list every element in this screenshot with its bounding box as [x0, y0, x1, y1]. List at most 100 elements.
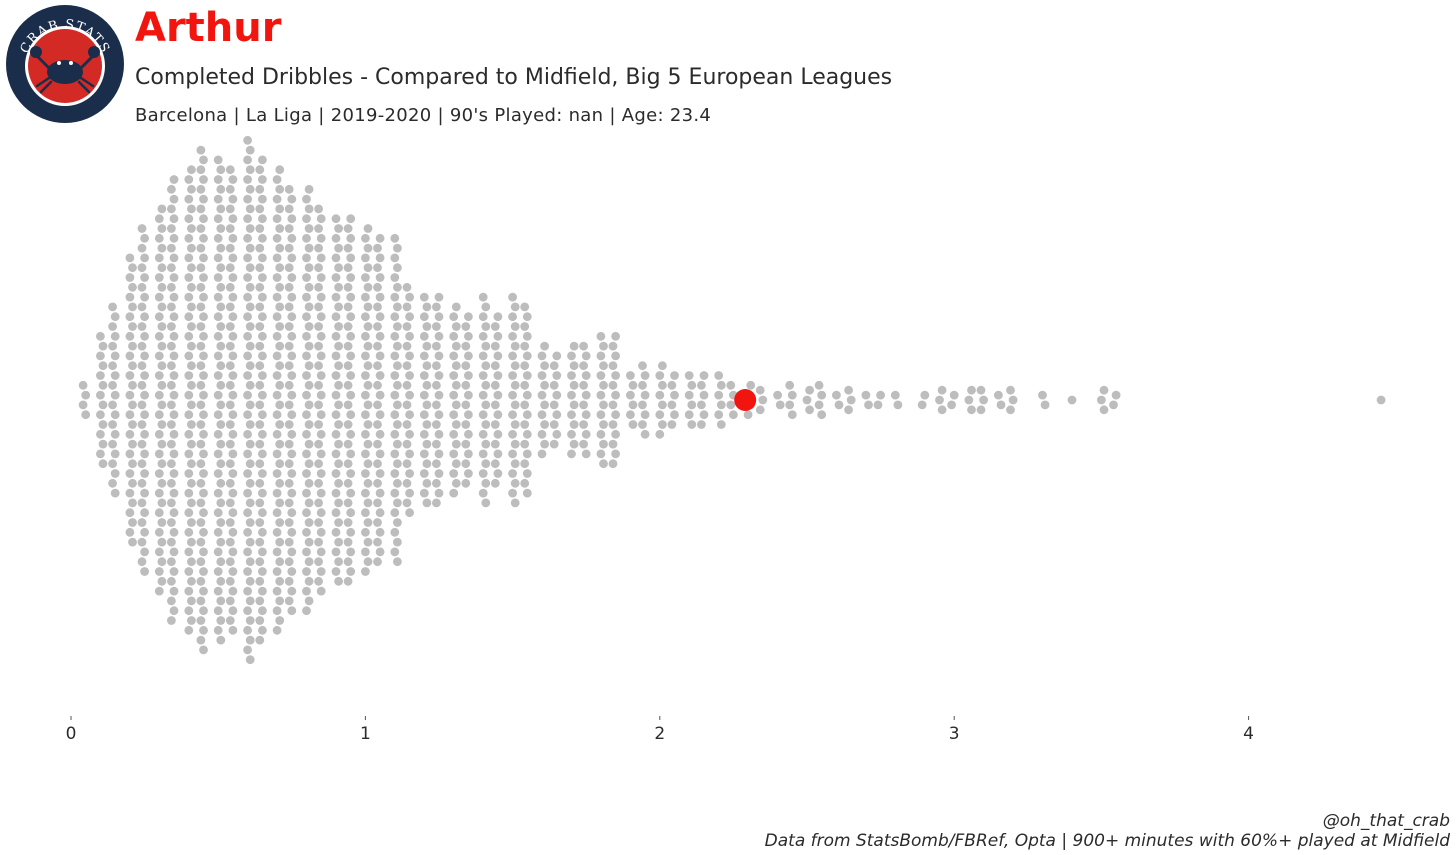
swarm-point — [287, 292, 297, 302]
swarm-point — [343, 576, 353, 586]
swarm-point — [419, 292, 429, 302]
swarm-point — [522, 429, 532, 439]
swarm-point — [184, 410, 194, 420]
swarm-point — [522, 410, 532, 420]
swarm-point — [814, 400, 824, 410]
swarm-point — [716, 400, 726, 410]
swarm-point — [432, 420, 441, 429]
swarm-point — [419, 429, 429, 439]
swarm-point — [422, 380, 432, 390]
swarm-point — [508, 312, 517, 322]
swarm-point — [363, 243, 373, 253]
player-meta: Barcelona | La Liga | 2019-2020 | 90's P… — [135, 105, 712, 126]
swarm-point — [419, 488, 429, 498]
swarm-point — [316, 586, 326, 596]
swarm-point — [275, 518, 285, 527]
swarm-point — [140, 449, 150, 459]
swarm-point — [346, 253, 356, 263]
swarm-point — [343, 498, 353, 508]
swarm-point — [579, 400, 588, 410]
swarm-point — [304, 596, 314, 606]
swarm-point — [228, 312, 238, 322]
swarm-point — [726, 400, 736, 410]
swarm-point — [302, 410, 311, 420]
swarm-point — [302, 567, 311, 576]
swarm-point — [596, 371, 606, 380]
swarm-point — [243, 527, 253, 537]
swarm-point — [331, 567, 341, 576]
swarm-point — [304, 361, 314, 371]
swarm-point — [245, 537, 255, 547]
swarm-point — [626, 410, 635, 420]
swarm-point — [275, 478, 285, 488]
swarm-point — [343, 459, 353, 469]
swarm-point — [520, 361, 530, 371]
swarm-point — [316, 567, 326, 576]
swarm-point — [434, 469, 444, 478]
x-tick-label: 0 — [66, 724, 77, 744]
swarm-point — [255, 204, 265, 214]
swarm-point — [245, 282, 255, 292]
swarm-point — [184, 625, 194, 635]
swarm-point — [490, 322, 500, 331]
swarm-point — [304, 537, 314, 547]
swarm-point — [451, 302, 461, 312]
swarm-point — [184, 175, 194, 184]
swarm-point — [137, 439, 147, 449]
swarm-point — [187, 498, 196, 508]
swarm-point — [314, 420, 323, 429]
crab-stats-logo: CRAB STATS — [6, 5, 124, 123]
swarm-point — [228, 331, 238, 341]
swarm-point — [743, 410, 753, 420]
swarm-point — [540, 361, 549, 371]
swarm-point — [1111, 390, 1121, 400]
swarm-point — [611, 429, 620, 439]
swarm-point — [258, 273, 267, 282]
swarm-point — [216, 184, 226, 194]
swarm-point — [258, 155, 267, 165]
swarm-point — [157, 263, 167, 273]
swarm-point — [125, 390, 135, 400]
swarm-point — [346, 371, 356, 380]
swarm-point — [302, 469, 311, 478]
swarm-point — [187, 478, 196, 488]
swarm-point — [128, 341, 137, 351]
swarm-point — [579, 361, 588, 371]
swarm-point — [287, 469, 297, 478]
swarm-point — [284, 537, 294, 547]
swarm-point — [245, 243, 255, 253]
swarm-point — [1038, 390, 1047, 400]
swarm-point — [314, 498, 323, 508]
swarm-point — [314, 576, 323, 586]
swarm-point — [640, 371, 650, 380]
swarm-point — [967, 405, 976, 415]
swarm-point — [755, 405, 765, 415]
swarm-point — [98, 380, 108, 390]
swarm-point — [255, 498, 265, 508]
swarm-point — [302, 371, 311, 380]
swarm-point — [169, 214, 179, 224]
swarm-point — [567, 429, 576, 439]
swarm-point — [361, 371, 370, 380]
swarm-point — [684, 371, 694, 380]
swarm-point — [579, 439, 588, 449]
swarm-point — [390, 508, 400, 518]
swarm-point — [432, 361, 441, 371]
swarm-point — [137, 420, 147, 429]
swarm-point — [493, 390, 503, 400]
swarm-point — [228, 214, 238, 224]
swarm-point — [258, 586, 267, 596]
swarm-point — [275, 322, 285, 331]
swarm-point — [346, 410, 356, 420]
swarm-point — [275, 576, 285, 586]
swarm-point — [419, 410, 429, 420]
swarm-point — [228, 606, 238, 616]
swarm-point — [196, 184, 206, 194]
swarm-point — [478, 351, 488, 361]
swarm-point — [228, 292, 238, 302]
swarm-point — [196, 557, 206, 567]
swarm-point — [304, 224, 314, 233]
swarm-point — [522, 312, 532, 322]
swarm-point — [140, 469, 150, 478]
swarm-point — [449, 469, 459, 478]
